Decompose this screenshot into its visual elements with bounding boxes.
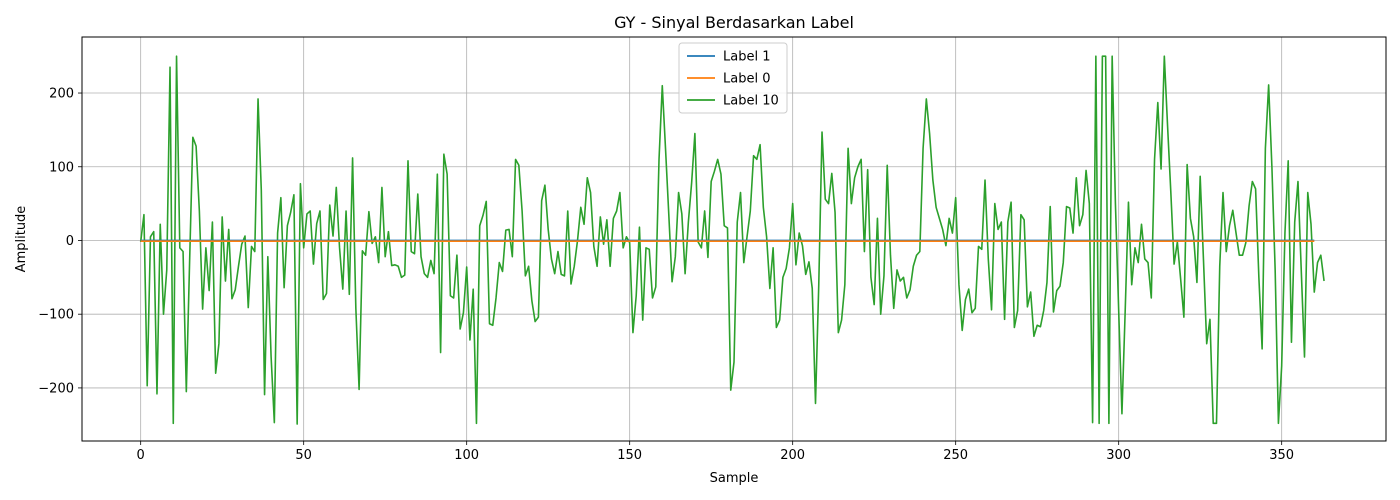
y-tick-label: 200: [49, 87, 74, 102]
x-tick-label: 100: [454, 448, 479, 463]
legend-label: Label 1: [723, 50, 770, 65]
x-tick-label: 350: [1269, 448, 1294, 463]
legend-box: [678, 42, 788, 114]
y-tick-label: −200: [38, 381, 74, 396]
y-tick-label: 100: [49, 160, 74, 175]
legend-label: Label 0: [723, 72, 770, 87]
x-tick-label: 300: [1106, 448, 1131, 463]
x-tick-label: 0: [137, 448, 145, 463]
y-axis-label: Amplitude: [14, 206, 29, 273]
x-tick-label: 200: [780, 448, 805, 463]
legend-label: Label 10: [723, 94, 779, 109]
chart-title: GY - Sinyal Berdasarkan Label: [614, 13, 854, 32]
x-tick-label: 50: [295, 448, 312, 463]
x-tick-label: 250: [943, 448, 968, 463]
plot-frame: [81, 36, 1387, 442]
plot-series: [139, 55, 1325, 425]
x-tick-label: 150: [617, 448, 642, 463]
x-axis-label: Sample: [710, 471, 759, 486]
y-tick-label: −100: [38, 308, 74, 323]
axis-ticks: 0 50 100 150 200 250 300 350 −200 −100 0 100 200: [38, 87, 1294, 463]
series-line-label-10: [139, 55, 1325, 425]
legend: Label 1 Label 0 Label 10: [678, 42, 788, 114]
y-tick-label: 0: [66, 234, 74, 249]
